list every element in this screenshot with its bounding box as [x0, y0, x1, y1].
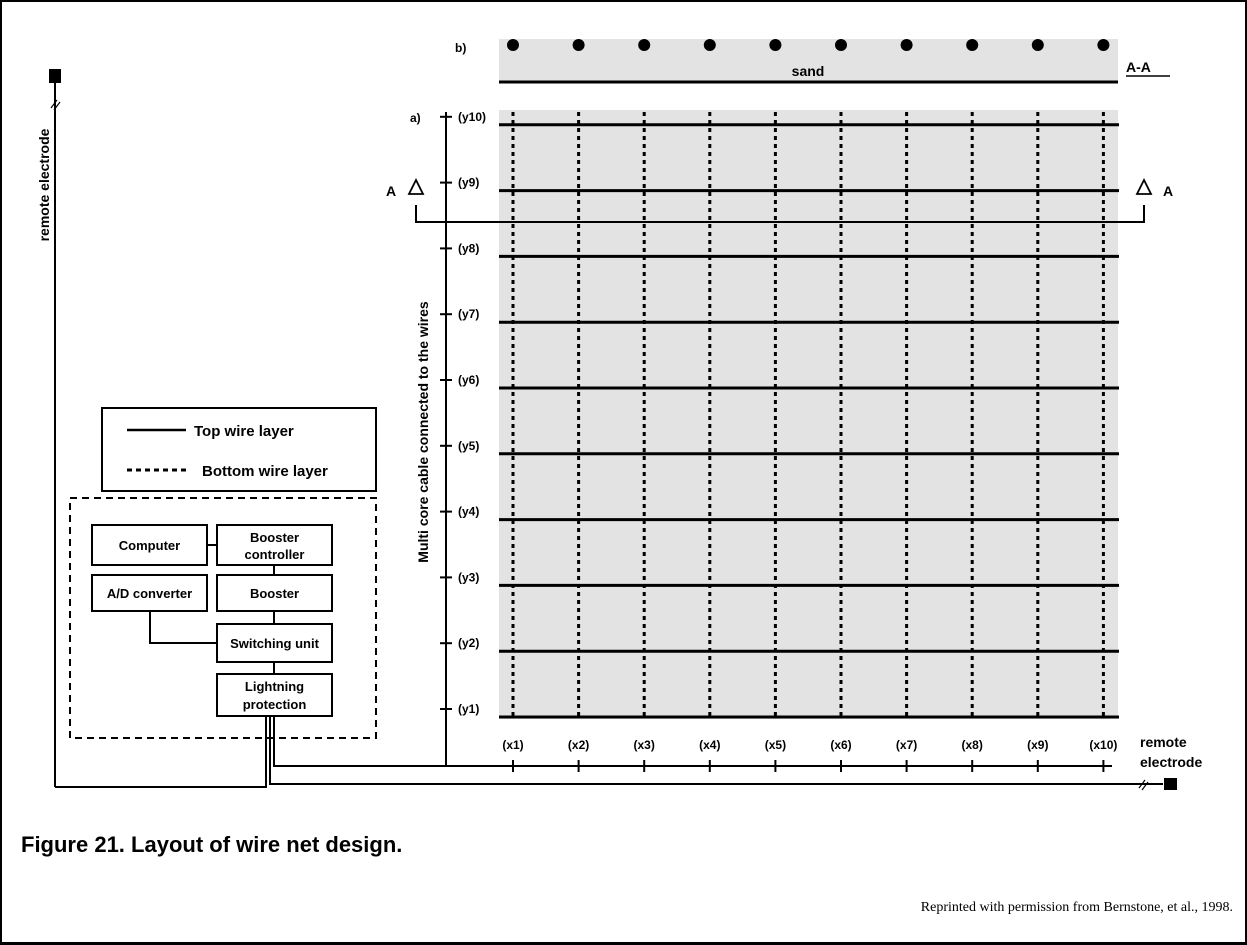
credit-line: Reprinted with permission from Bernstone…: [920, 900, 1233, 915]
x-tick-label-2: (x2): [568, 738, 589, 752]
y-tick-label-4: (y4): [458, 505, 479, 519]
y-tick-label-6: (y6): [458, 373, 479, 387]
equipment-enclosure: [69, 497, 377, 739]
electrode-dot-6: [835, 39, 847, 51]
x-tick-label-6: (x6): [830, 738, 851, 752]
y-tick-label-2: (y2): [458, 636, 479, 650]
y-ticks-layer: (y1) (y2) (y3) (y4) (y5) (y6) (y7) (y8) (y9) (y10…: [440, 110, 486, 716]
x-tick-label-10: (x10): [1089, 738, 1117, 752]
x-tick-label-8: (x8): [962, 738, 983, 752]
switching-unit-label: Switching unit: [230, 636, 319, 651]
electrode-dot-7: [900, 39, 913, 51]
sand-label: sand: [792, 63, 825, 79]
lightning-protection-box: Lightning protection: [216, 673, 333, 717]
electrode-dot-9: [1031, 39, 1044, 51]
computer-label: Computer: [119, 538, 180, 553]
electrode-dot-4: [703, 39, 716, 51]
remote-electrode-left-marker: [49, 69, 61, 83]
booster-label: Booster: [250, 586, 299, 601]
plan-view-label: a): [410, 111, 421, 125]
cross-section-panel: [499, 39, 1118, 82]
ad-converter-box: A/D converter: [91, 574, 208, 612]
switching-unit-box: Switching unit: [216, 623, 333, 663]
y-tick-label-7: (y7): [458, 307, 479, 321]
x-tick-label-4: (x4): [699, 738, 720, 752]
wires-layer: [499, 112, 1119, 719]
electrode-dot-10: [1097, 39, 1110, 51]
section-letter-right: A: [1163, 183, 1173, 199]
cross-section-label: b): [455, 41, 466, 55]
figure-caption: Figure 21. Layout of wire net design.: [21, 832, 403, 857]
lightning-protection-label-1: Lightning: [245, 679, 304, 694]
remote-electrode-right-line1: remote: [1140, 734, 1187, 750]
legend-top-label: Top wire layer: [194, 423, 294, 440]
panels-layer: [499, 39, 1118, 719]
remote-electrode-left-label: remote electrode: [36, 128, 52, 241]
plan-view-panel: [499, 110, 1118, 719]
y-tick-label-9: (y9): [458, 176, 479, 190]
x-tick-label-9: (x9): [1027, 738, 1048, 752]
section-title: A-A: [1126, 59, 1151, 75]
y-tick-label-3: (y3): [458, 570, 479, 584]
ad-converter-label: A/D converter: [107, 586, 192, 601]
electrode-dot-8: [966, 39, 979, 51]
booster-controller-label-2: controller: [245, 547, 305, 562]
lightning-protection-label-2: protection: [243, 697, 307, 712]
computer-box: Computer: [91, 524, 208, 566]
x-tick-label-1: (x1): [502, 738, 523, 752]
y-tick-label-8: (y8): [458, 241, 479, 255]
booster-controller-label-1: Booster: [250, 530, 299, 545]
x-ticks-layer: (x1) (x2) (x3) (x4) (x5) (x6) (x7) (x8) (x9) (x10…: [502, 738, 1117, 772]
electrodes-layer: [507, 39, 1110, 51]
section-marker-right: [1135, 177, 1153, 195]
booster-controller-box: Booster controller: [216, 524, 333, 566]
legend: Top wire layer Bottom wire layer: [101, 407, 377, 492]
remote-electrode-right-marker: [1164, 778, 1177, 790]
section-letter-left: A: [386, 183, 396, 199]
cable-label: Multi core cable connected to the wires: [415, 301, 431, 563]
electrode-dot-5: [769, 39, 782, 51]
electrode-dot-1: [507, 39, 519, 51]
electrode-dot-2: [572, 39, 585, 51]
y-tick-label-5: (y5): [458, 439, 479, 453]
booster-box: Booster: [216, 574, 333, 612]
y-tick-label-10: (y10): [458, 110, 486, 124]
x-tick-label-7: (x7): [896, 738, 917, 752]
section-line-aa: A A: [386, 177, 1173, 223]
section-marker-left: [407, 177, 425, 195]
remote-electrode-right-line2: electrode: [1140, 754, 1202, 770]
electrode-dot-3: [638, 39, 651, 51]
x-tick-label-5: (x5): [765, 738, 786, 752]
legend-bottom-label: Bottom wire layer: [202, 463, 328, 480]
x-tick-label-3: (x3): [634, 738, 655, 752]
y-tick-label-1: (y1): [458, 702, 479, 716]
